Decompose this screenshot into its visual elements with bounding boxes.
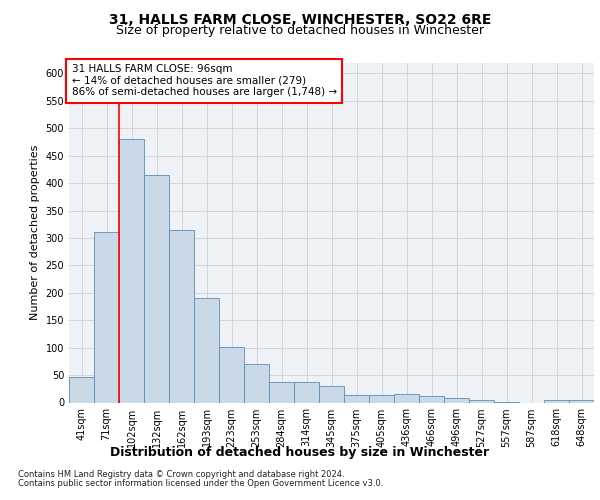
Bar (319, 386, 344, 402)
Bar (194, 298, 219, 403)
Bar (469, 400, 494, 402)
Bar (144, 176, 169, 402)
Bar (169, 230, 194, 402)
Bar (219, 346, 244, 403)
Text: Size of property relative to detached houses in Winchester: Size of property relative to detached ho… (116, 24, 484, 37)
Bar (544, 400, 569, 402)
Bar (344, 395, 369, 402)
Bar (419, 396, 444, 402)
Bar (294, 382, 319, 402)
Bar (444, 398, 469, 402)
Bar (369, 396, 394, 402)
Bar (69, 378, 94, 402)
Bar (569, 400, 594, 402)
Y-axis label: Number of detached properties: Number of detached properties (30, 145, 40, 320)
Text: Contains HM Land Registry data © Crown copyright and database right 2024.: Contains HM Land Registry data © Crown c… (18, 470, 344, 479)
Text: Distribution of detached houses by size in Winchester: Distribution of detached houses by size … (110, 446, 490, 459)
Bar (269, 382, 294, 402)
Text: Contains public sector information licensed under the Open Government Licence v3: Contains public sector information licen… (18, 479, 383, 488)
Bar (94, 232, 119, 402)
Bar (119, 140, 144, 402)
Text: 31, HALLS FARM CLOSE, WINCHESTER, SO22 6RE: 31, HALLS FARM CLOSE, WINCHESTER, SO22 6… (109, 12, 491, 26)
Text: 31 HALLS FARM CLOSE: 96sqm
← 14% of detached houses are smaller (279)
86% of sem: 31 HALLS FARM CLOSE: 96sqm ← 14% of deta… (71, 64, 337, 98)
Bar (394, 394, 419, 402)
Bar (244, 364, 269, 403)
